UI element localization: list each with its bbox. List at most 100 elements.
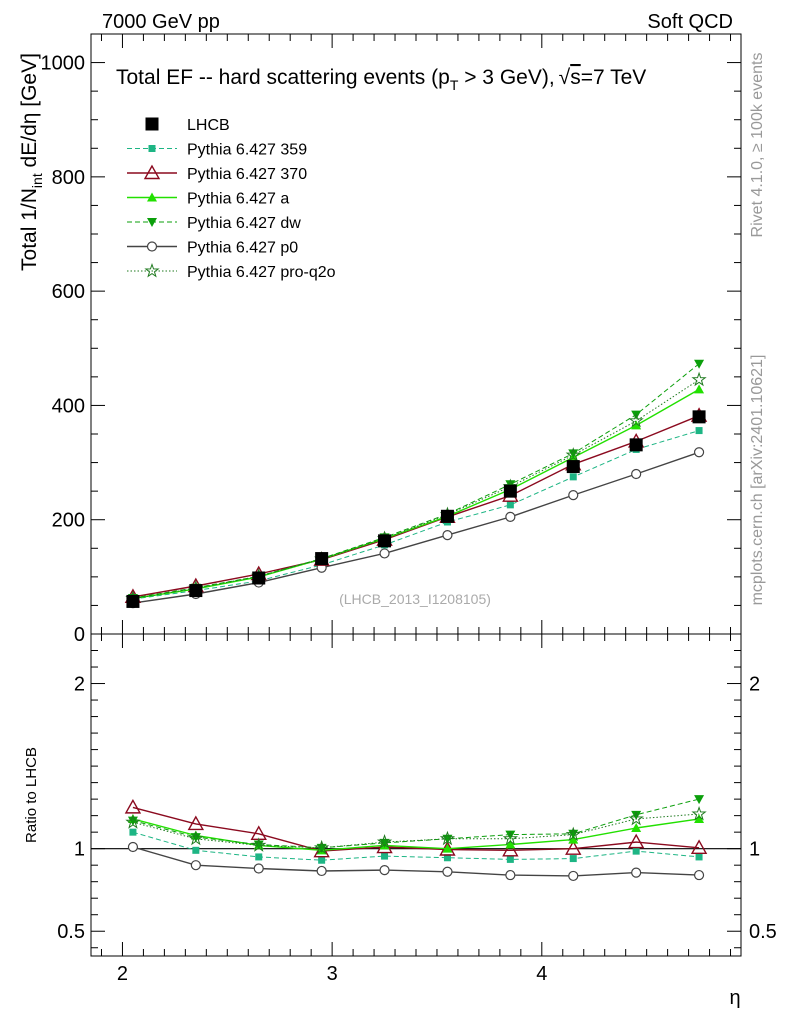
analysis-watermark: (LHCB_2013_I1208105) bbox=[339, 591, 491, 607]
legend-marker-pq2o bbox=[144, 262, 160, 278]
legend-marker-data bbox=[145, 117, 159, 131]
ratio-point-pp0 bbox=[693, 869, 705, 881]
series-line-pdw bbox=[132, 363, 700, 599]
ratio-ytick-label-right: 0.5 bbox=[749, 921, 777, 943]
ratio-point-p359 bbox=[192, 846, 200, 854]
y-axis-title-sub: int bbox=[29, 173, 45, 188]
point-pq2o bbox=[628, 412, 644, 428]
point-data bbox=[315, 552, 329, 566]
ratio-point-pq2o bbox=[314, 839, 330, 855]
ratio-point-p370 bbox=[627, 833, 645, 849]
ratio-point-pp0 bbox=[253, 863, 264, 874]
ratio-point-pa bbox=[631, 823, 642, 833]
ratio-point-pa bbox=[694, 813, 705, 823]
ratio-point-p359 bbox=[318, 856, 326, 864]
y-tick-label: 400 bbox=[52, 395, 85, 417]
legend-marker-pp0 bbox=[146, 241, 158, 252]
y-tick-label: 600 bbox=[52, 281, 85, 303]
legend-label-p359: Pythia 6.427 359 bbox=[187, 142, 307, 159]
chart-title-main: Total EF -- hard scattering events (p bbox=[116, 66, 450, 89]
point-p359 bbox=[506, 501, 514, 509]
ratio-ytick-label: 2 bbox=[74, 674, 85, 696]
ratio-point-p359 bbox=[129, 828, 137, 836]
header-left: 7000 GeV pp bbox=[102, 11, 220, 33]
chart-title-sqrt: √ bbox=[559, 66, 571, 89]
legend-marker-pa bbox=[147, 192, 157, 202]
ratio-point-pa bbox=[442, 843, 453, 853]
ratio-series bbox=[124, 795, 708, 882]
point-data bbox=[503, 484, 517, 498]
ratio-point-pq2o bbox=[439, 830, 456, 846]
ratio-point-pdw bbox=[631, 810, 642, 820]
ratio-point-pdw bbox=[379, 838, 390, 848]
ratio-point-pp0 bbox=[379, 865, 390, 876]
ratio-point-p359 bbox=[632, 847, 640, 855]
x-tick-label: 4 bbox=[536, 963, 547, 985]
ratio-point-p370 bbox=[690, 839, 708, 855]
ratio-axis-title: Ratio to LHCB bbox=[23, 747, 40, 843]
legend-label-pa: Pythia 6.427 a bbox=[187, 191, 289, 208]
ratio-point-pq2o bbox=[565, 826, 581, 842]
main-series bbox=[124, 359, 708, 609]
series-line-pp0 bbox=[132, 451, 700, 604]
point-pp0 bbox=[505, 511, 516, 522]
ratio-point-p370 bbox=[124, 798, 142, 814]
legend-label-pp0: Pythia 6.427 p0 bbox=[187, 240, 298, 257]
ratio-ytick-label: 0.5 bbox=[57, 921, 85, 943]
ratio-point-p359 bbox=[506, 855, 514, 863]
legend-marker-p370 bbox=[143, 164, 161, 180]
ratio-point-p359 bbox=[255, 853, 263, 861]
ratio-point-pa bbox=[505, 839, 516, 849]
ratio-point-p359 bbox=[443, 854, 451, 862]
point-pa bbox=[631, 420, 642, 430]
point-pq2o bbox=[691, 371, 707, 387]
y-tick-label: 800 bbox=[52, 167, 85, 189]
main-axis-ticks: 0 200 400 600 800 1000 bbox=[41, 33, 741, 646]
ratio-line-p359 bbox=[132, 831, 700, 861]
legend-label-pdw: Pythia 6.427 dw bbox=[187, 215, 301, 232]
ratio-point-pa bbox=[568, 834, 579, 844]
ratio-ytick-label: 1 bbox=[74, 839, 85, 861]
y-axis-title-post: dE/dη [GeV] bbox=[18, 53, 41, 173]
ratio-ytick-label-right: 2 bbox=[749, 674, 760, 696]
ratio-point-pq2o bbox=[376, 834, 393, 849]
x-tick-label: 3 bbox=[327, 963, 338, 985]
ratio-line-pa bbox=[132, 818, 700, 852]
point-pp0 bbox=[442, 530, 453, 541]
point-pdw bbox=[568, 449, 579, 459]
y-tick-label: 0 bbox=[74, 624, 85, 646]
ratio-point-p359 bbox=[381, 852, 389, 860]
header-right: Soft QCD bbox=[647, 11, 733, 33]
series-line-p359 bbox=[132, 430, 700, 600]
series-line-pa bbox=[132, 388, 700, 600]
ratio-point-pp0 bbox=[505, 869, 516, 881]
ratio-point-pq2o bbox=[188, 830, 204, 846]
point-pdw bbox=[694, 359, 705, 369]
ratio-point-pdw bbox=[190, 833, 201, 843]
point-pa bbox=[694, 384, 705, 394]
ratio-point-pp0 bbox=[316, 865, 327, 877]
legend-marker-p359 bbox=[148, 145, 156, 152]
point-data bbox=[252, 571, 266, 585]
y-axis-title: Total 1/Nint dE/dη [GeV] bbox=[18, 53, 45, 271]
ratio-point-pq2o bbox=[502, 830, 518, 846]
ratio-axis-ticks: 2 3 4 0.5 0.5 1 1 2 2 bbox=[57, 634, 777, 985]
legend-label-p370: Pythia 6.427 370 bbox=[187, 166, 307, 183]
chart-title: Total EF -- hard scattering events (pT >… bbox=[116, 66, 646, 93]
point-pp0 bbox=[693, 447, 705, 458]
y-tick-label: 200 bbox=[52, 510, 85, 532]
mcplots-label: mcplots.cern.ch [arXiv:2401.10621] bbox=[749, 355, 766, 606]
point-p359 bbox=[569, 473, 577, 481]
chart-title-tail: > 3 GeV), bbox=[458, 66, 554, 89]
ratio-point-pp0 bbox=[568, 870, 579, 882]
point-pp0 bbox=[379, 548, 390, 559]
point-pq2o bbox=[565, 447, 581, 462]
ratio-point-p359 bbox=[695, 853, 703, 861]
x-axis-title: η bbox=[729, 987, 740, 1009]
ratio-line-pq2o bbox=[132, 813, 700, 849]
ratio-point-pdw bbox=[505, 830, 516, 840]
point-pp0 bbox=[568, 490, 579, 501]
ratio-point-pq2o bbox=[251, 837, 267, 852]
